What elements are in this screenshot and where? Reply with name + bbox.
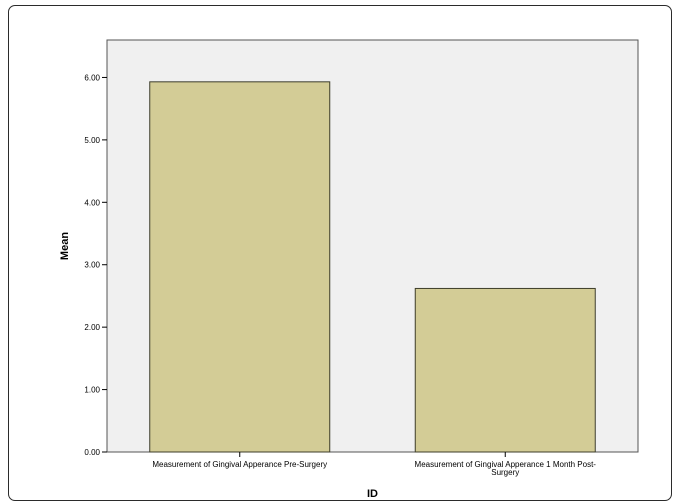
x-axis-title: ID — [367, 488, 378, 500]
y-axis-title: Mean — [59, 232, 71, 260]
y-tick-label: 4.00 — [84, 198, 100, 207]
x-tick-label: Measurement of Gingival Apperance 1 Mont… — [415, 460, 597, 477]
y-tick-label: 1.00 — [84, 386, 100, 395]
y-tick-label: 6.00 — [84, 73, 100, 82]
bar — [414, 287, 596, 453]
y-tick-label: 2.00 — [84, 323, 100, 332]
y-axis: 0.00 1.00 2.00 3.00 4.00 5.00 6.00 — [84, 73, 107, 457]
bars — [149, 81, 596, 453]
x-axis: Measurement of Gingival Apperance Pre-Su… — [152, 452, 596, 477]
y-tick-label: 0.00 — [84, 448, 100, 457]
y-tick-label: 5.00 — [84, 136, 100, 145]
y-tick-label: 3.00 — [84, 261, 100, 270]
x-tick-label: Measurement of Gingival Apperance Pre-Su… — [152, 460, 327, 469]
bar — [149, 81, 331, 453]
